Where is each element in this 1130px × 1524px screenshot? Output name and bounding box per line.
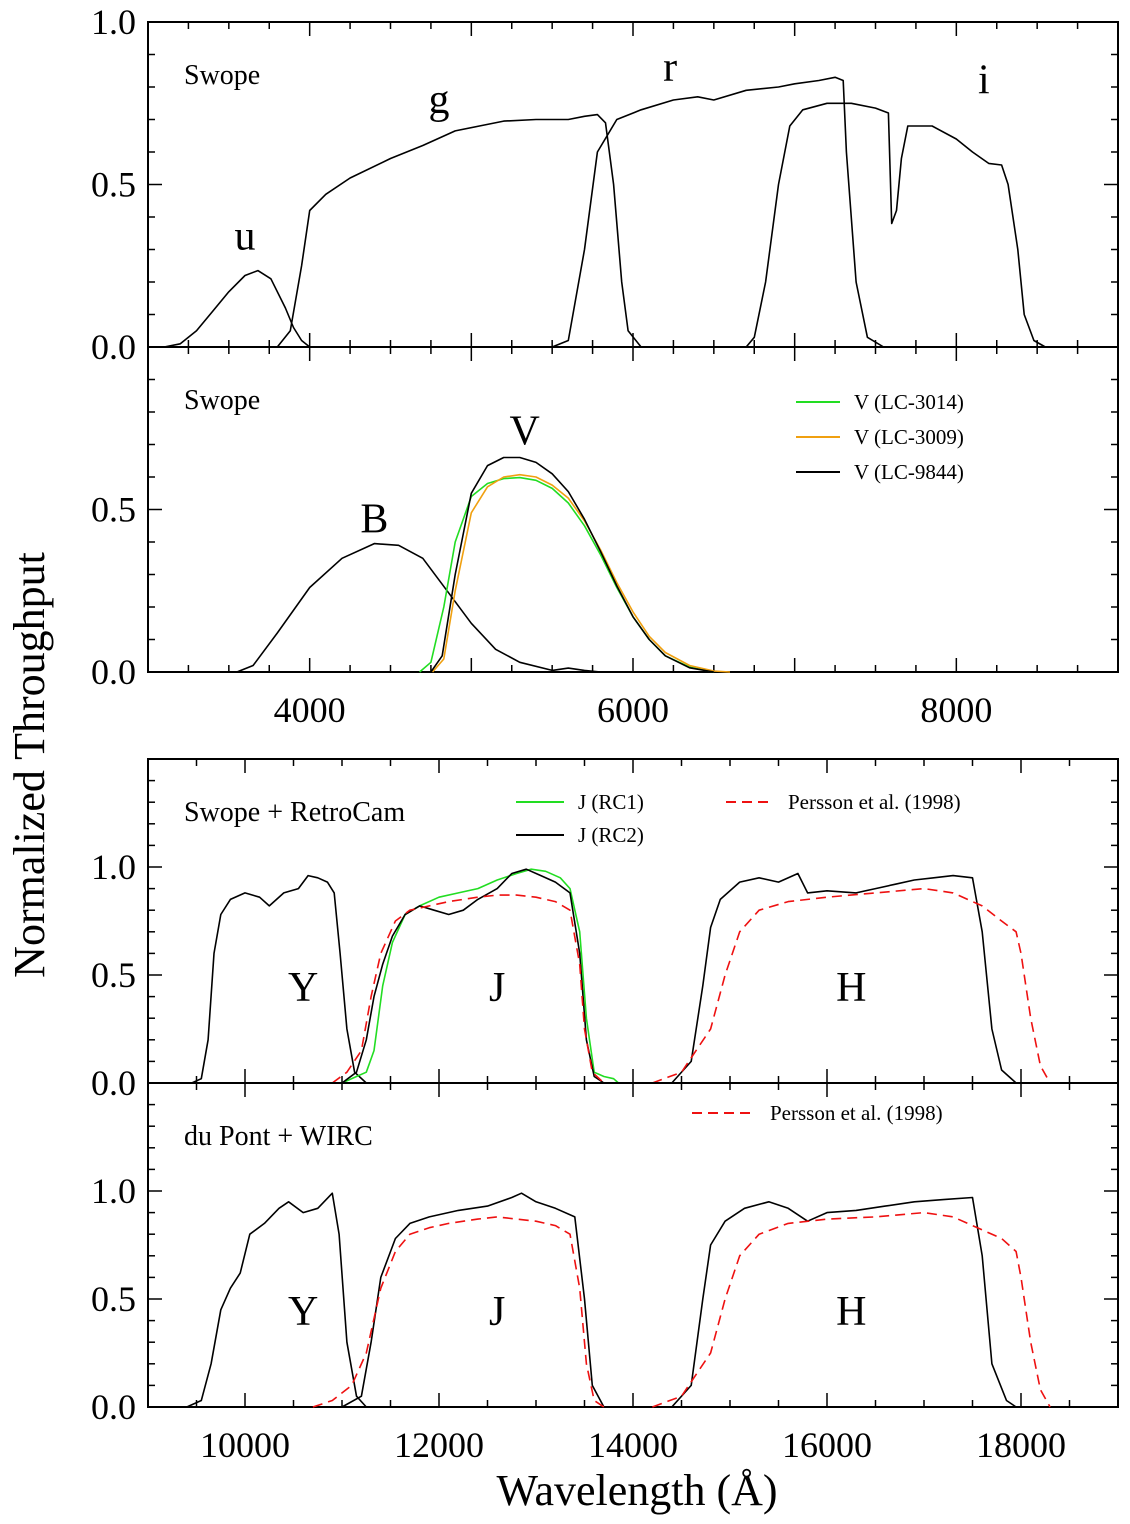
x-tick-label: 16000 [782, 1425, 872, 1465]
series-persson-h [652, 1211, 1051, 1408]
series-r [551, 76, 885, 348]
series-j [341, 1192, 605, 1408]
panel-frame [147, 21, 1119, 348]
x-axis-title: Wavelength (Å) [496, 1466, 777, 1515]
legend-label: V (LC-9844) [854, 460, 964, 484]
legend: V (LC-3014) V (LC-3009) V (LC-9844) [796, 390, 964, 484]
y-tick-label: 0.0 [91, 652, 136, 692]
band-label-y: Y [288, 1289, 318, 1335]
panel-title: Swope [184, 60, 260, 91]
y-tick-label: 0.0 [91, 327, 136, 367]
y-axis-title: Normalized Throughput [5, 552, 54, 978]
legend-label: J (RC1) [578, 790, 644, 814]
legend: Persson et al. (1998) [692, 1101, 943, 1125]
series-persson-h [652, 887, 1051, 1084]
x-tick-label: 6000 [597, 690, 669, 730]
band-label-y: Y [288, 965, 318, 1011]
series-b [236, 542, 601, 673]
x-tick-label: 18000 [976, 1425, 1066, 1465]
series-u [164, 269, 311, 348]
series-v-lc-3014- [419, 476, 714, 673]
y-tick-label: 0.5 [91, 165, 136, 205]
legend-label: V (LC-3014) [854, 390, 964, 414]
legend-label: Persson et al. (1998) [770, 1101, 943, 1125]
y-tick-label: 0.5 [91, 955, 136, 995]
panel-title: Swope [184, 385, 260, 416]
series-v-lc-9844- [430, 456, 714, 673]
y-tick-label: 1.0 [91, 847, 136, 887]
panels: 0.0 0.5 1.0 Swope u g r i 0.0 0.5 4000 6000 8000 Swop… [91, 2, 1119, 1465]
y-tick-label: 1.0 [91, 1171, 136, 1211]
band-label-h: H [836, 965, 866, 1011]
x-tick-label: 8000 [920, 690, 992, 730]
y-tick-label: 0.5 [91, 1279, 136, 1319]
x-tick-label: 14000 [588, 1425, 678, 1465]
legend-label: Persson et al. (1998) [788, 790, 961, 814]
y-tick-label: 1.0 [91, 2, 136, 42]
band-label-u: u [235, 214, 256, 260]
dupont-wirc-panel: 0.0 0.5 1.0 10000 12000 14000 16000 18000 du Pon… [91, 1082, 1119, 1465]
panel-title: Swope + RetroCam [184, 797, 405, 828]
y-tick-label: 0.0 [91, 1063, 136, 1103]
x-tick-label: 10000 [200, 1425, 290, 1465]
x-tick-label: 4000 [274, 690, 346, 730]
series-persson-j [331, 894, 605, 1084]
band-label-v: V [510, 409, 540, 455]
series-j-rc1- [341, 868, 620, 1084]
y-tick-label: 0.0 [91, 1387, 136, 1427]
series-y [186, 1192, 367, 1408]
legend-label: J (RC2) [578, 823, 644, 847]
series-h [671, 1196, 1017, 1408]
band-label-r: r [663, 45, 677, 91]
band-label-j: J [489, 1289, 505, 1335]
legend-label: V (LC-3009) [854, 425, 964, 449]
band-label-h: H [836, 1289, 866, 1335]
band-label-b: B [360, 496, 388, 542]
series-persson-j [312, 1216, 605, 1408]
series-i [745, 102, 1046, 348]
panel-frame [147, 346, 1119, 673]
series-h-rc- [671, 872, 1017, 1084]
swope-ugri-panel: 0.0 0.5 1.0 Swope u g r i [91, 2, 1119, 367]
band-label-g: g [429, 77, 450, 123]
band-label-j: J [489, 965, 505, 1011]
y-tick-label: 0.5 [91, 490, 136, 530]
series-j-rc2- [341, 868, 605, 1084]
series-g [276, 113, 642, 348]
series-v-lc-3009- [431, 473, 731, 673]
series-y [191, 874, 367, 1084]
x-tick-label: 12000 [394, 1425, 484, 1465]
legend: J (RC1) J (RC2) Persson et al. (1998) [516, 790, 961, 847]
panel-title: du Pont + WIRC [184, 1121, 373, 1152]
band-label-i: i [978, 58, 990, 104]
